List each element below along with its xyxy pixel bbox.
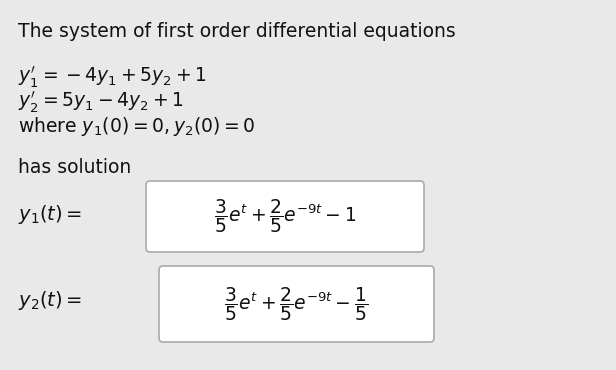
Text: $y_2' = 5y_1 - 4y_2 + 1$: $y_2' = 5y_1 - 4y_2 + 1$ xyxy=(18,90,184,115)
Text: $\dfrac{3}{5}e^t + \dfrac{2}{5}e^{-9t} - \dfrac{1}{5}$: $\dfrac{3}{5}e^t + \dfrac{2}{5}e^{-9t} -… xyxy=(224,285,368,323)
Text: has solution: has solution xyxy=(18,158,131,177)
FancyBboxPatch shape xyxy=(159,266,434,342)
Text: $\dfrac{3}{5}e^t + \dfrac{2}{5}e^{-9t} - 1$: $\dfrac{3}{5}e^t + \dfrac{2}{5}e^{-9t} -… xyxy=(214,198,356,235)
Text: $y_1' = -4y_1 + 5y_2 + 1$: $y_1' = -4y_1 + 5y_2 + 1$ xyxy=(18,65,206,91)
Text: where $y_1(0) = 0, y_2(0) = 0$: where $y_1(0) = 0, y_2(0) = 0$ xyxy=(18,115,255,138)
FancyBboxPatch shape xyxy=(146,181,424,252)
Text: $y_2(t) = $: $y_2(t) = $ xyxy=(18,289,83,312)
Text: The system of first order differential equations: The system of first order differential e… xyxy=(18,22,456,41)
Text: $y_1(t){=}$: $y_1(t){=}$ xyxy=(18,204,83,226)
